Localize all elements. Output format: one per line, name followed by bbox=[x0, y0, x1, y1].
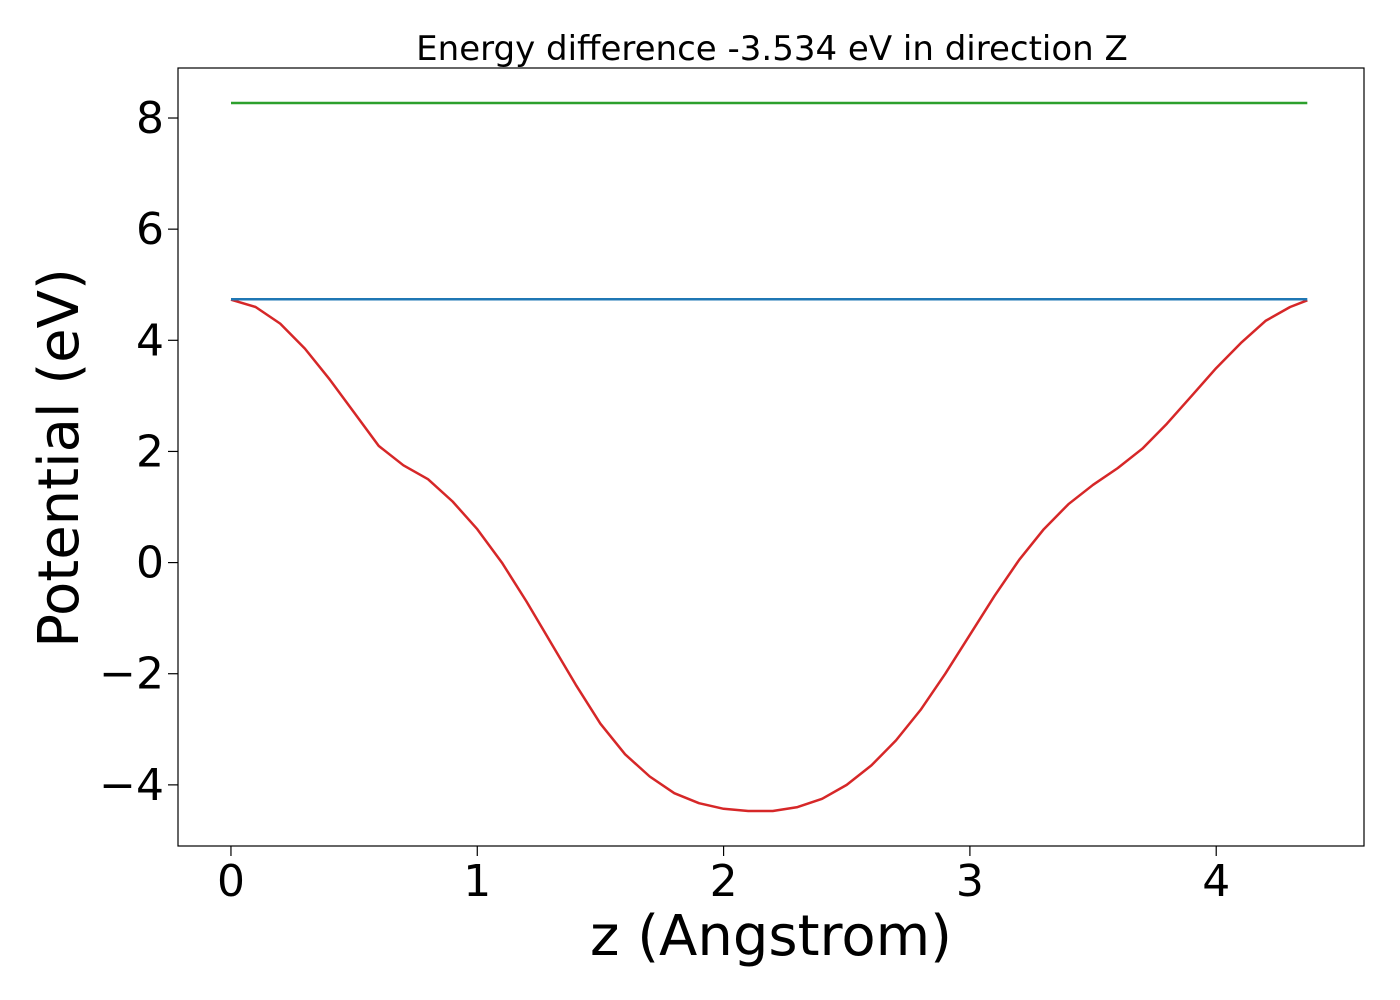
y-tick-label: −2 bbox=[99, 649, 164, 700]
x-tick-label: 1 bbox=[463, 856, 491, 907]
plot-frame bbox=[177, 67, 1365, 847]
x-tick-label: 0 bbox=[217, 856, 245, 907]
x-axis-ticks: 0 1 2 3 4 bbox=[217, 846, 1230, 907]
x-tick-label: 3 bbox=[956, 856, 984, 907]
chart-title: Energy difference -3.534 eV in direction… bbox=[416, 29, 1128, 69]
y-axis-ticks: −4 −2 0 2 4 6 8 bbox=[99, 93, 178, 811]
x-tick-label: 4 bbox=[1202, 856, 1230, 907]
y-tick-label: −4 bbox=[99, 760, 164, 811]
x-tick-label: 2 bbox=[710, 856, 738, 907]
y-tick-label: 4 bbox=[136, 315, 164, 366]
y-tick-label: 6 bbox=[136, 204, 164, 255]
x-axis-label: z (Angstrom) bbox=[590, 904, 952, 969]
plot-area bbox=[230, 101, 1308, 813]
y-axis-label: Potential (eV) bbox=[27, 268, 92, 648]
y-tick-label: 2 bbox=[136, 426, 164, 477]
series-line-0 bbox=[230, 298, 1308, 813]
y-tick-label: 8 bbox=[136, 93, 164, 144]
y-tick-label: 0 bbox=[136, 538, 164, 589]
